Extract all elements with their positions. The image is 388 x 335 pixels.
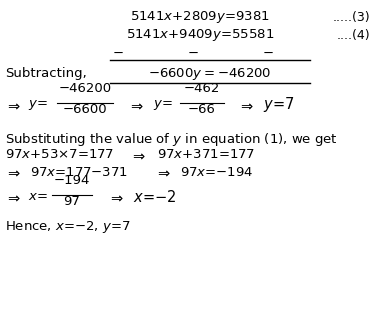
Text: −66: −66: [188, 103, 216, 116]
Text: 5141$x$+9409$y$=55581: 5141$x$+9409$y$=55581: [126, 27, 274, 43]
Text: −194: −194: [54, 174, 90, 187]
Text: 97: 97: [64, 195, 80, 208]
Text: $y$=7: $y$=7: [263, 95, 294, 115]
Text: −46200: −46200: [59, 82, 112, 95]
Text: 97$x$+371=177: 97$x$+371=177: [157, 148, 255, 161]
Text: −: −: [113, 47, 123, 60]
Text: 97$x$=−194: 97$x$=−194: [180, 165, 253, 179]
Text: −6600$y$ = −46200: −6600$y$ = −46200: [148, 66, 272, 82]
Text: $\Rightarrow$: $\Rightarrow$: [155, 164, 171, 180]
Text: Substituting the value of $y$ in equation (1), we get: Substituting the value of $y$ in equatio…: [5, 131, 338, 147]
Text: Hence, $x$=−2, $y$=7: Hence, $x$=−2, $y$=7: [5, 219, 131, 235]
Text: $\Rightarrow$: $\Rightarrow$: [5, 164, 21, 180]
Text: 97$x$+53×7=177: 97$x$+53×7=177: [5, 148, 114, 161]
Text: $y$=: $y$=: [28, 98, 48, 112]
Text: −: −: [262, 47, 274, 60]
Text: $x$=: $x$=: [28, 191, 48, 203]
Text: $\Rightarrow$: $\Rightarrow$: [130, 147, 146, 162]
Text: $y$=: $y$=: [153, 98, 173, 112]
Text: .....(3): .....(3): [333, 10, 370, 23]
Text: $x$=−2: $x$=−2: [133, 189, 177, 205]
Text: 97$x$=177−371: 97$x$=177−371: [30, 165, 128, 179]
Text: −6600: −6600: [63, 103, 107, 116]
Text: −462: −462: [184, 82, 220, 95]
Text: 5141$x$+2809$y$=9381: 5141$x$+2809$y$=9381: [130, 9, 270, 25]
Text: −: −: [187, 47, 199, 60]
Text: $\Rightarrow$: $\Rightarrow$: [238, 97, 255, 113]
Text: $\Rightarrow$: $\Rightarrow$: [128, 97, 144, 113]
Text: Subtracting,: Subtracting,: [5, 67, 87, 80]
Text: $\Rightarrow$: $\Rightarrow$: [108, 190, 125, 204]
Text: $\Rightarrow$: $\Rightarrow$: [5, 97, 21, 113]
Text: $\Rightarrow$: $\Rightarrow$: [5, 190, 21, 204]
Text: ....(4): ....(4): [336, 28, 370, 42]
